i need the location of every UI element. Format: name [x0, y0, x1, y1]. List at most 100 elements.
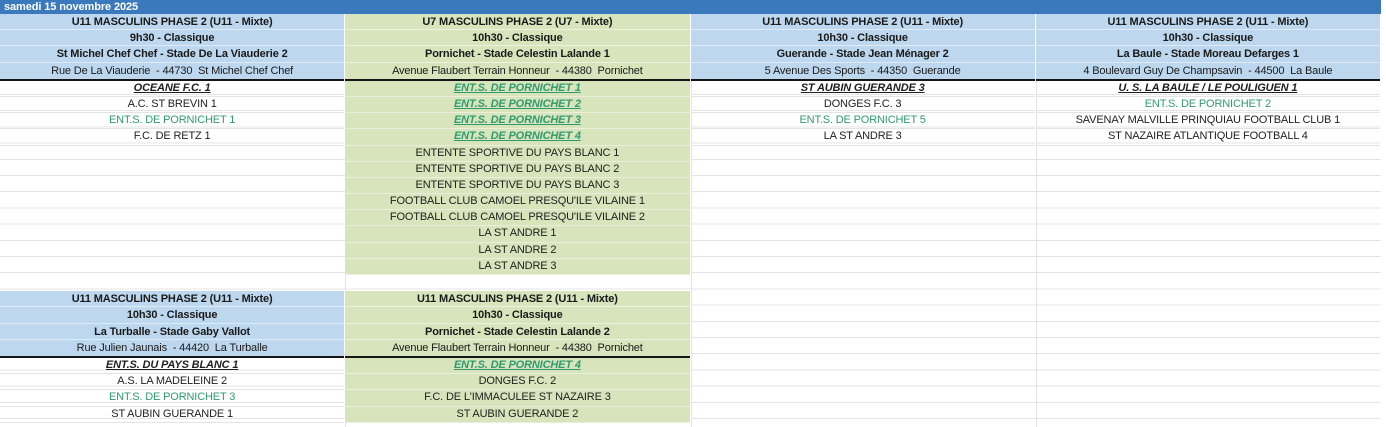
team-name: DONGES F.C. 2 — [478, 375, 557, 388]
team-row: ENT.S. DU PAYS BLANC 1 — [0, 358, 345, 375]
team-row: ENT.S. DE PORNICHET 4 — [345, 358, 690, 375]
team-name: ENT.S. DE PORNICHET 3 — [453, 114, 581, 127]
schedule-block: U11 MASCULINS PHASE 2 (U11 - Mixte) 10h3… — [1035, 14, 1381, 146]
team-name: ENT.S. DE PORNICHET 1 — [453, 81, 581, 94]
team-row: A.C. ST BREVIN 1 — [0, 97, 345, 114]
sheet-column-2: U7 MASCULINS PHASE 2 (U7 - Mixte) 10h30 … — [345, 14, 691, 427]
column-separator — [1035, 14, 1037, 427]
team-row: F.C. DE RETZ 1 — [0, 129, 345, 146]
block-time: 10h30 - Classique — [690, 30, 1035, 47]
team-name: F.C. DE RETZ 1 — [133, 130, 211, 143]
team-list: ST AUBIN GUERANDE 3 DONGES F.C. 3 ENT.S.… — [690, 81, 1035, 146]
block-title: U11 MASCULINS PHASE 2 (U11 - Mixte) — [1035, 14, 1380, 31]
team-name: ENT.S. DE PORNICHET 5 — [799, 114, 926, 127]
sheet-column-1: U11 MASCULINS PHASE 2 (U11 - Mixte) 9h30… — [0, 14, 346, 427]
team-name: ST NAZAIRE ATLANTIQUE FOOTBALL 4 — [1107, 130, 1308, 143]
team-row: DONGES F.C. 2 — [345, 374, 690, 391]
team-name: ENT.S. DE PORNICHET 4 — [453, 130, 581, 143]
team-row: ENTENTE SPORTIVE DU PAYS BLANC 2 — [345, 162, 690, 178]
team-name: LA ST ANDRE 3 — [478, 259, 557, 272]
team-list: ENT.S. DE PORNICHET 4 DONGES F.C. 2 F.C.… — [345, 357, 690, 423]
schedule-block: U7 MASCULINS PHASE 2 (U7 - Mixte) 10h30 … — [345, 14, 691, 275]
team-row: ENTENTE SPORTIVE DU PAYS BLANC 1 — [345, 146, 690, 162]
team-row: ENT.S. DE PORNICHET 3 — [0, 390, 345, 407]
block-address: Rue De La Viauderie - 44730 St Michel Ch… — [51, 64, 294, 77]
team-row: U. S. LA BAULE / LE POULIGUEN 1 — [1035, 81, 1380, 97]
block-venue: Pornichet - Stade Celestin Lalande 1 — [345, 46, 690, 63]
columns-container: U11 MASCULINS PHASE 2 (U11 - Mixte) 9h30… — [0, 14, 1381, 427]
team-row: ST AUBIN GUERANDE 1 — [0, 407, 345, 423]
team-list: OCEANE F.C. 1 A.C. ST BREVIN 1 ENT.S. DE… — [0, 81, 345, 146]
team-name: ENT.S. DE PORNICHET 4 — [453, 358, 581, 371]
team-row: ST AUBIN GUERANDE 2 — [345, 407, 690, 423]
team-name: ENT.S. DE PORNICHET 1 — [109, 114, 236, 127]
team-row: DONGES F.C. 3 — [690, 97, 1035, 114]
team-list: ENT.S. DU PAYS BLANC 1 A.S. LA MADELEINE… — [0, 358, 345, 423]
team-name: ENTENTE SPORTIVE DU PAYS BLANC 2 — [415, 162, 620, 175]
team-row: OCEANE F.C. 1 — [0, 81, 345, 97]
team-row: FOOTBALL CLUB CAMOEL PRESQU'ILE VILAINE … — [345, 194, 690, 211]
sheet-column-3: U11 MASCULINS PHASE 2 (U11 - Mixte) 10h3… — [690, 14, 1036, 427]
team-row: A.S. LA MADELEINE 2 — [0, 374, 345, 391]
block-title: U11 MASCULINS PHASE 2 (U11 - Mixte) — [690, 14, 1035, 31]
block-time: 10h30 - Classique — [345, 30, 690, 47]
block-header: U11 MASCULINS PHASE 2 (U11 - Mixte) 10h3… — [690, 14, 1035, 81]
block-venue: Guerande - Stade Jean Ménager 2 — [690, 46, 1035, 63]
team-row: ENT.S. DE PORNICHET 4 — [345, 129, 690, 146]
block-address: Avenue Flaubert Terrain Honneur - 44380 … — [392, 64, 643, 77]
team-name: A.S. LA MADELEINE 2 — [117, 375, 227, 388]
block-time: 9h30 - Classique — [0, 30, 345, 47]
team-row: ENT.S. DE PORNICHET 1 — [0, 113, 345, 130]
block-header: U11 MASCULINS PHASE 2 (U11 - Mixte) 10h3… — [0, 291, 345, 359]
team-name: LA ST ANDRE 3 — [823, 130, 902, 143]
team-row: LA ST ANDRE 1 — [345, 226, 690, 243]
team-name: ST AUBIN GUERANDE 2 — [456, 407, 579, 420]
block-address: Rue Julien Jaunais - 44420 La Turballe — [76, 341, 268, 354]
schedule-block: U11 MASCULINS PHASE 2 (U11 - Mixte) 9h30… — [0, 14, 346, 146]
block-header: U7 MASCULINS PHASE 2 (U7 - Mixte) 10h30 … — [345, 14, 690, 81]
block-venue: La Baule - Stade Moreau Defarges 1 — [1035, 46, 1380, 63]
schedule-block: U11 MASCULINS PHASE 2 (U11 - Mixte) 10h3… — [690, 14, 1036, 146]
team-name: SAVENAY MALVILLE PRINQUIAU FOOTBALL CLUB… — [1075, 114, 1341, 127]
block-title: U11 MASCULINS PHASE 2 (U11 - Mixte) — [0, 291, 345, 308]
team-name: ENT.S. DE PORNICHET 2 — [453, 97, 581, 110]
column-separator — [690, 14, 692, 427]
team-list: U. S. LA BAULE / LE POULIGUEN 1 ENT.S. D… — [1035, 81, 1380, 146]
block-header: U11 MASCULINS PHASE 2 (U11 - Mixte) 10h3… — [345, 291, 690, 358]
team-name: ST AUBIN GUERANDE 3 — [800, 81, 925, 94]
team-row: LA ST ANDRE 3 — [690, 129, 1035, 146]
block-address: 5 Avenue Des Sports - 44350 Guerande — [764, 64, 961, 77]
team-list: ENT.S. DE PORNICHET 1 ENT.S. DE PORNICHE… — [345, 80, 690, 275]
team-name: OCEANE F.C. 1 — [133, 81, 211, 94]
team-name: LA ST ANDRE 1 — [478, 227, 557, 240]
date-banner: samedi 15 novembre 2025 — [0, 0, 1381, 14]
team-row: F.C. DE L'IMMACULEE ST NAZAIRE 3 — [345, 390, 690, 407]
team-name: FOOTBALL CLUB CAMOEL PRESQU'ILE VILAINE … — [389, 211, 645, 224]
team-name: ENTENTE SPORTIVE DU PAYS BLANC 1 — [415, 146, 620, 159]
team-row: FOOTBALL CLUB CAMOEL PRESQU'ILE VILAINE … — [345, 210, 690, 227]
team-row: ENT.S. DE PORNICHET 1 — [345, 81, 690, 97]
team-row: ENTENTE SPORTIVE DU PAYS BLANC 3 — [345, 178, 690, 195]
block-title: U11 MASCULINS PHASE 2 (U11 - Mixte) — [345, 291, 690, 308]
block-time: 10h30 - Classique — [345, 307, 690, 324]
team-row: ENT.S. DE PORNICHET 2 — [1035, 97, 1380, 114]
team-row: LA ST ANDRE 2 — [345, 243, 690, 259]
date-label: samedi 15 novembre 2025 — [4, 1, 139, 13]
team-row: SAVENAY MALVILLE PRINQUIAU FOOTBALL CLUB… — [1035, 113, 1380, 130]
team-row: LA ST ANDRE 3 — [345, 259, 690, 275]
team-row: ENT.S. DE PORNICHET 3 — [345, 113, 690, 130]
block-header: U11 MASCULINS PHASE 2 (U11 - Mixte) 10h3… — [1035, 14, 1380, 81]
team-row: ENT.S. DE PORNICHET 5 — [690, 113, 1035, 130]
block-venue: La Turballe - Stade Gaby Vallot — [0, 324, 345, 340]
block-venue: St Michel Chef Chef - Stade De La Viaude… — [0, 46, 345, 63]
team-name: ENT.S. DE PORNICHET 2 — [1144, 97, 1271, 110]
block-title: U11 MASCULINS PHASE 2 (U11 - Mixte) — [0, 14, 345, 31]
team-name: ENT.S. DU PAYS BLANC 1 — [105, 359, 239, 372]
block-address: Avenue Flaubert Terrain Honneur - 44380 … — [392, 341, 643, 354]
team-name: F.C. DE L'IMMACULEE ST NAZAIRE 3 — [424, 391, 611, 404]
team-row: ST AUBIN GUERANDE 3 — [690, 81, 1035, 97]
block-title: U7 MASCULINS PHASE 2 (U7 - Mixte) — [345, 14, 690, 31]
team-name: ENTENTE SPORTIVE DU PAYS BLANC 3 — [415, 178, 620, 191]
